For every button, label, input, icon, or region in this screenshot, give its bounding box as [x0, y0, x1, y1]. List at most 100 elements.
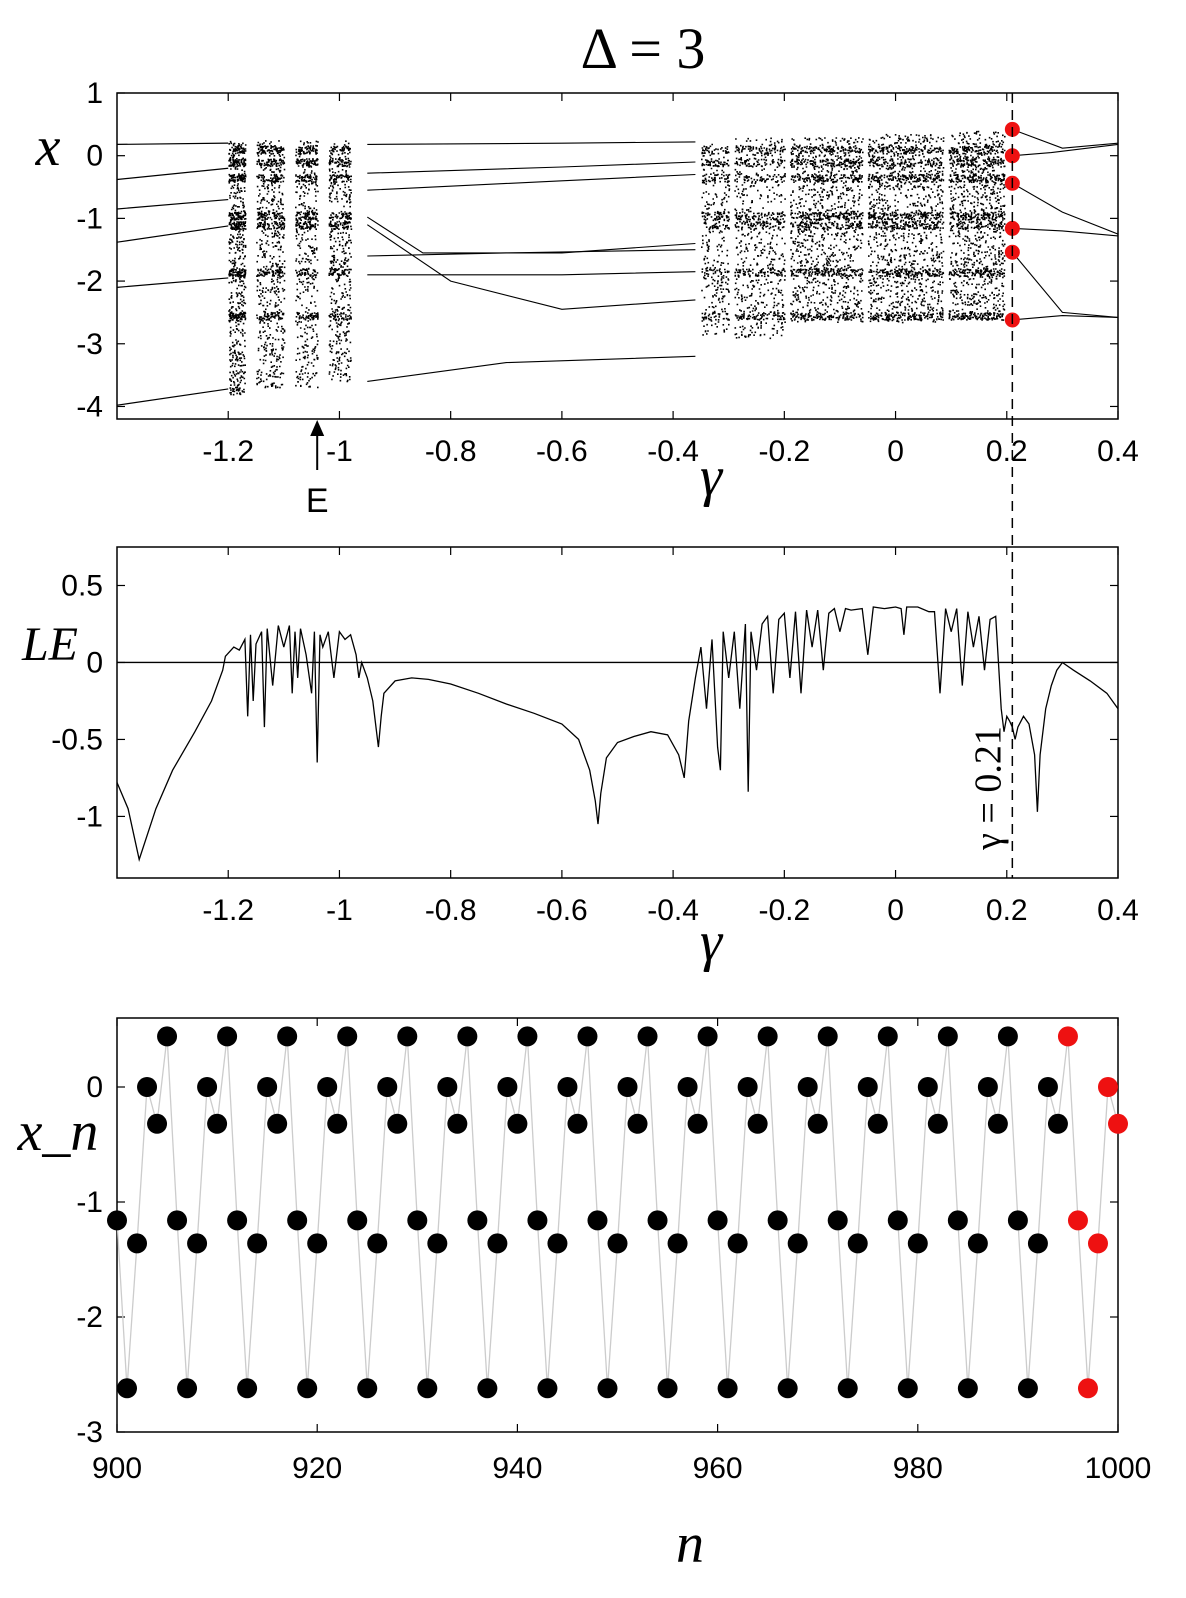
E-arrow-head — [310, 420, 325, 436]
periodic-branch — [367, 141, 696, 145]
timeseries-point — [707, 1210, 728, 1231]
timeseries-point — [817, 1026, 838, 1047]
timeseries-point — [857, 1077, 878, 1097]
y-axis-label: LE — [21, 618, 78, 671]
timeseries-point — [447, 1113, 468, 1134]
periodic-branch — [366, 224, 696, 310]
timeseries-point — [907, 1233, 928, 1254]
chaotic-scatter-dots — [228, 130, 1006, 396]
timeseries-point — [157, 1026, 178, 1047]
y-tick-label: 0.5 — [61, 569, 103, 602]
timeseries-point — [237, 1378, 258, 1399]
y-tick-label: -4 — [76, 390, 103, 423]
timeseries-point — [357, 1378, 378, 1399]
timeseries-point — [1007, 1210, 1028, 1231]
timeseries-point — [697, 1026, 718, 1047]
periodic-branch — [367, 173, 696, 191]
y-tick-label: 0 — [86, 1071, 103, 1104]
x-tick-label: 0.2 — [986, 894, 1028, 927]
bifurcation-plot-area — [117, 121, 1118, 406]
timeseries-point — [227, 1210, 248, 1231]
x-tick-label: -1.2 — [202, 894, 254, 927]
timeseries-point — [617, 1077, 638, 1097]
timeseries-point — [207, 1113, 228, 1134]
timeseries-point — [517, 1026, 538, 1047]
timeseries-point — [827, 1210, 848, 1231]
timeseries-point — [537, 1378, 558, 1399]
timeseries-point — [507, 1113, 528, 1134]
timeseries-point — [317, 1077, 338, 1097]
x-tick-label: 1000 — [1085, 1452, 1152, 1485]
timeseries-point — [177, 1378, 198, 1399]
y-tick-label: -0.5 — [51, 723, 103, 756]
x-tick-label: -0.8 — [425, 894, 477, 927]
y-tick-label: -1 — [76, 202, 103, 235]
timeseries-point — [337, 1026, 358, 1047]
timeseries-point — [627, 1113, 648, 1134]
timeseries-point — [877, 1026, 898, 1047]
timeseries-point — [887, 1210, 908, 1231]
timeseries-point — [867, 1113, 888, 1134]
timeseries-point — [247, 1233, 268, 1254]
timeseries-point — [1017, 1378, 1038, 1399]
timeseries-point — [1057, 1026, 1078, 1047]
timeseries-point — [757, 1026, 778, 1047]
timeseries-point — [807, 1113, 828, 1134]
periodic-branch — [367, 355, 696, 382]
x-tick-label: -0.4 — [647, 435, 699, 468]
timeseries-point — [197, 1077, 218, 1097]
timeseries-point — [257, 1077, 278, 1097]
periodic-branch — [1011, 251, 1118, 318]
periodic-branch — [117, 198, 229, 210]
timeseries-point — [787, 1233, 808, 1254]
timeseries-point — [147, 1113, 168, 1134]
timeseries-point — [1067, 1210, 1088, 1231]
timeseries-point — [347, 1210, 368, 1231]
timeseries-point — [677, 1077, 698, 1097]
y-tick-label: -2 — [76, 1301, 103, 1334]
periodic-branch — [367, 271, 696, 276]
timeseries-point — [287, 1210, 308, 1231]
timeseries-point — [927, 1113, 948, 1134]
gamma-marker-label: γ = 0.21 — [967, 726, 1009, 851]
timeseries-point — [947, 1210, 968, 1231]
y-axis-label: x — [35, 116, 61, 178]
y-tick-label: 0 — [86, 646, 103, 679]
x-tick-label: 0.4 — [1097, 435, 1139, 468]
timeseries-point — [297, 1378, 318, 1399]
y-tick-label: -2 — [76, 265, 103, 298]
x-tick-label: -1 — [326, 435, 353, 468]
x-tick-label: 940 — [492, 1452, 542, 1485]
x-tick-label: 0.4 — [1097, 894, 1139, 927]
timeseries-point — [487, 1233, 508, 1254]
timeseries-point — [767, 1210, 788, 1231]
timeseries-point — [847, 1233, 868, 1254]
plot-frame — [116, 546, 1119, 879]
timeseries-point — [1087, 1233, 1108, 1254]
timeseries-point — [217, 1026, 238, 1047]
timeseries-panel: 900 920 940 960 980 1000 0 -1 -2 -3 x_nn — [17, 1017, 1152, 1575]
timeseries-point — [687, 1113, 708, 1134]
timeseries-point — [597, 1378, 618, 1399]
highlight-point — [1004, 148, 1020, 164]
timeseries-point — [917, 1077, 938, 1097]
timeseries-point — [577, 1026, 598, 1047]
timeseries-point — [607, 1233, 628, 1254]
timeseries-point — [1097, 1077, 1118, 1097]
timeseries-point — [557, 1077, 578, 1097]
x-tick-label: -1.2 — [202, 435, 254, 468]
y-tick-label: -3 — [76, 328, 103, 361]
timeseries-point — [797, 1077, 818, 1097]
timeseries-point — [667, 1233, 688, 1254]
x-tick-label: -0.4 — [647, 894, 699, 927]
bifurcation-panel: -1.2 -1 -0.8 -0.6 -0.4 -0.2 0 0.2 0.4 1 0 -1 -2 -3 -4 x… — [35, 77, 1139, 520]
timeseries-point — [1108, 1113, 1128, 1134]
periodic-branch — [367, 161, 696, 174]
timeseries-point — [747, 1113, 768, 1134]
periodic-branch — [117, 388, 229, 406]
periodic-branch — [1012, 143, 1118, 157]
x-tick-label: 900 — [92, 1452, 142, 1485]
E-annotation-label: E — [306, 482, 329, 520]
timeseries-point — [117, 1378, 138, 1399]
x-tick-label: -0.8 — [425, 435, 477, 468]
